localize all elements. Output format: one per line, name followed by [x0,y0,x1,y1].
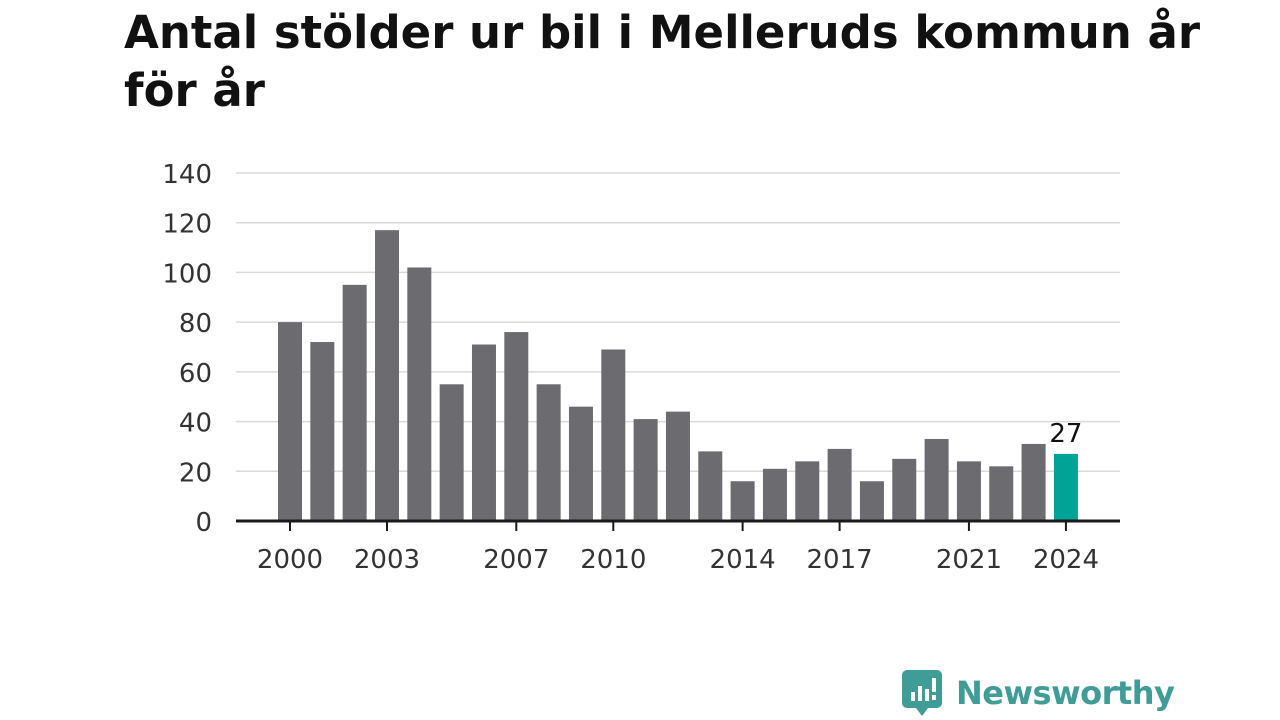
x-tick-label: 2024 [1033,545,1099,575]
y-tick-label: 100 [162,259,212,289]
bar [762,468,787,521]
y-tick-label: 0 [195,508,212,538]
data-label: 27 [1049,419,1082,449]
x-tick-label: 2000 [257,545,323,575]
x-tick-label: 2007 [483,545,549,575]
bar [407,267,432,521]
bar [1053,453,1078,521]
newsworthy-logo-icon [902,670,942,716]
bar [859,481,884,521]
bar [374,230,399,521]
y-tick-label: 120 [162,210,212,240]
bar [892,458,917,521]
bar [795,461,820,521]
x-tick-label: 2003 [354,545,420,575]
bar [698,451,723,521]
bar [665,411,690,521]
bar [342,284,367,521]
bar [536,384,561,521]
bar [439,384,464,521]
bar [601,349,626,521]
x-tick-label: 2014 [710,545,776,575]
y-tick-label: 60 [179,359,212,389]
y-tick-label: 80 [179,309,212,339]
bar [504,332,529,521]
bar [1021,443,1046,521]
y-tick-label: 140 [162,160,212,190]
bar [278,322,302,521]
bar [633,419,658,521]
chart-title: Antal stölder ur bil i Melleruds kommun … [124,6,1201,117]
bar [471,344,496,521]
y-tick-label: 20 [179,458,212,488]
x-tick-label: 2010 [580,545,646,575]
bar [568,406,593,521]
bars [278,230,1078,521]
bar [989,466,1014,521]
bar [827,448,852,521]
brand-name: Newsworthy [956,674,1175,712]
bar [956,461,981,521]
tick-labels: 0 20 40 60 80 100 120 140 27 2000 2003 2007 2010 2014… [162,160,1099,575]
x-tick-label: 2017 [807,545,873,575]
bar [310,342,335,521]
x-tick-label: 2021 [936,545,1002,575]
brand-logo: Newsworthy [902,670,1175,716]
bar [730,481,755,521]
y-tick-label: 40 [179,409,212,439]
bar [924,438,949,521]
x-axis [236,519,1120,531]
